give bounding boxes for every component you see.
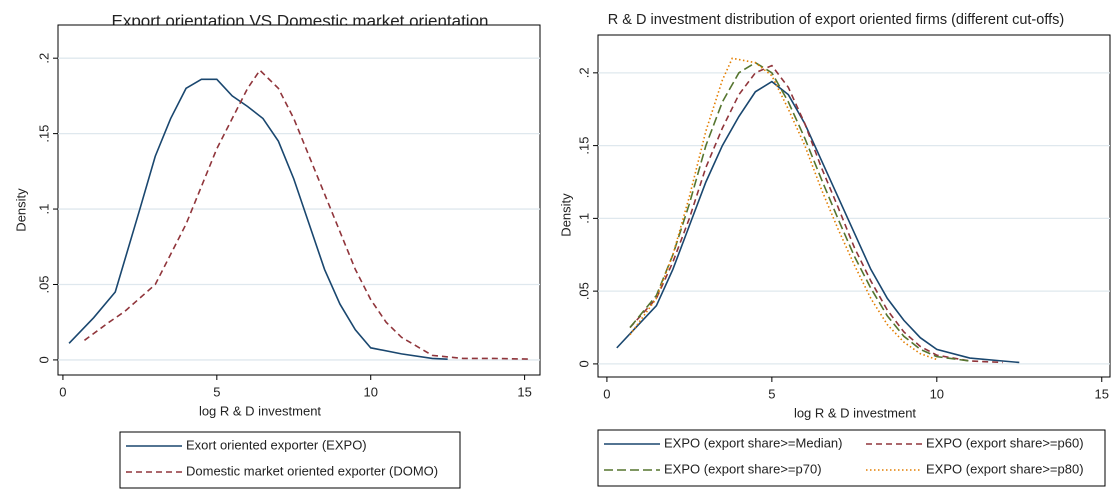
y-axis-label: Density [13,188,28,232]
legend-box [597,429,1106,487]
y-tick-label: .15 [576,137,591,155]
x-tick-label: 5 [768,386,775,401]
x-tick-label: 15 [517,384,531,399]
plot-area [57,24,541,376]
density-line [629,64,1003,364]
legend-label: EXPO (export share>=p60) [926,435,1084,450]
x-tick-label: 10 [930,386,944,401]
x-tick-label: 15 [1095,386,1109,401]
y-tick-label: .05 [576,282,591,300]
x-tick-label: 0 [59,384,66,399]
y-tick-label: 0 [36,356,51,363]
density-line [83,69,531,360]
y-tick-label: .2 [36,53,51,64]
density-line [629,61,970,362]
legend-label: Exort oriented exporter (EXPO) [186,437,367,452]
legend-label: EXPO (export share>=p70) [664,461,822,476]
legend-label: EXPO (export share>=Median) [664,435,842,450]
x-axis-label: log R & D investment [199,403,321,418]
plot-area [597,34,1111,378]
x-tick-label: 10 [363,384,377,399]
x-axis-label: log R & D investment [794,405,916,420]
y-tick-label: .1 [36,204,51,215]
x-tick-label: 0 [603,386,610,401]
density-line [68,78,448,360]
legend-label: Domestic market oriented exporter (DOMO) [186,463,438,478]
y-tick-label: 0 [576,360,591,367]
y-tick-label: .15 [36,125,51,143]
x-tick-label: 5 [213,384,220,399]
density-line [629,57,938,361]
y-tick-label: .2 [576,67,591,78]
y-tick-label: .05 [36,275,51,293]
legend-box [119,431,461,489]
chart-title: R & D investment distribution of export … [608,12,1064,28]
legend-label: EXPO (export share>=p80) [926,461,1084,476]
y-tick-label: .1 [576,213,591,224]
y-axis-label: Density [558,193,573,237]
